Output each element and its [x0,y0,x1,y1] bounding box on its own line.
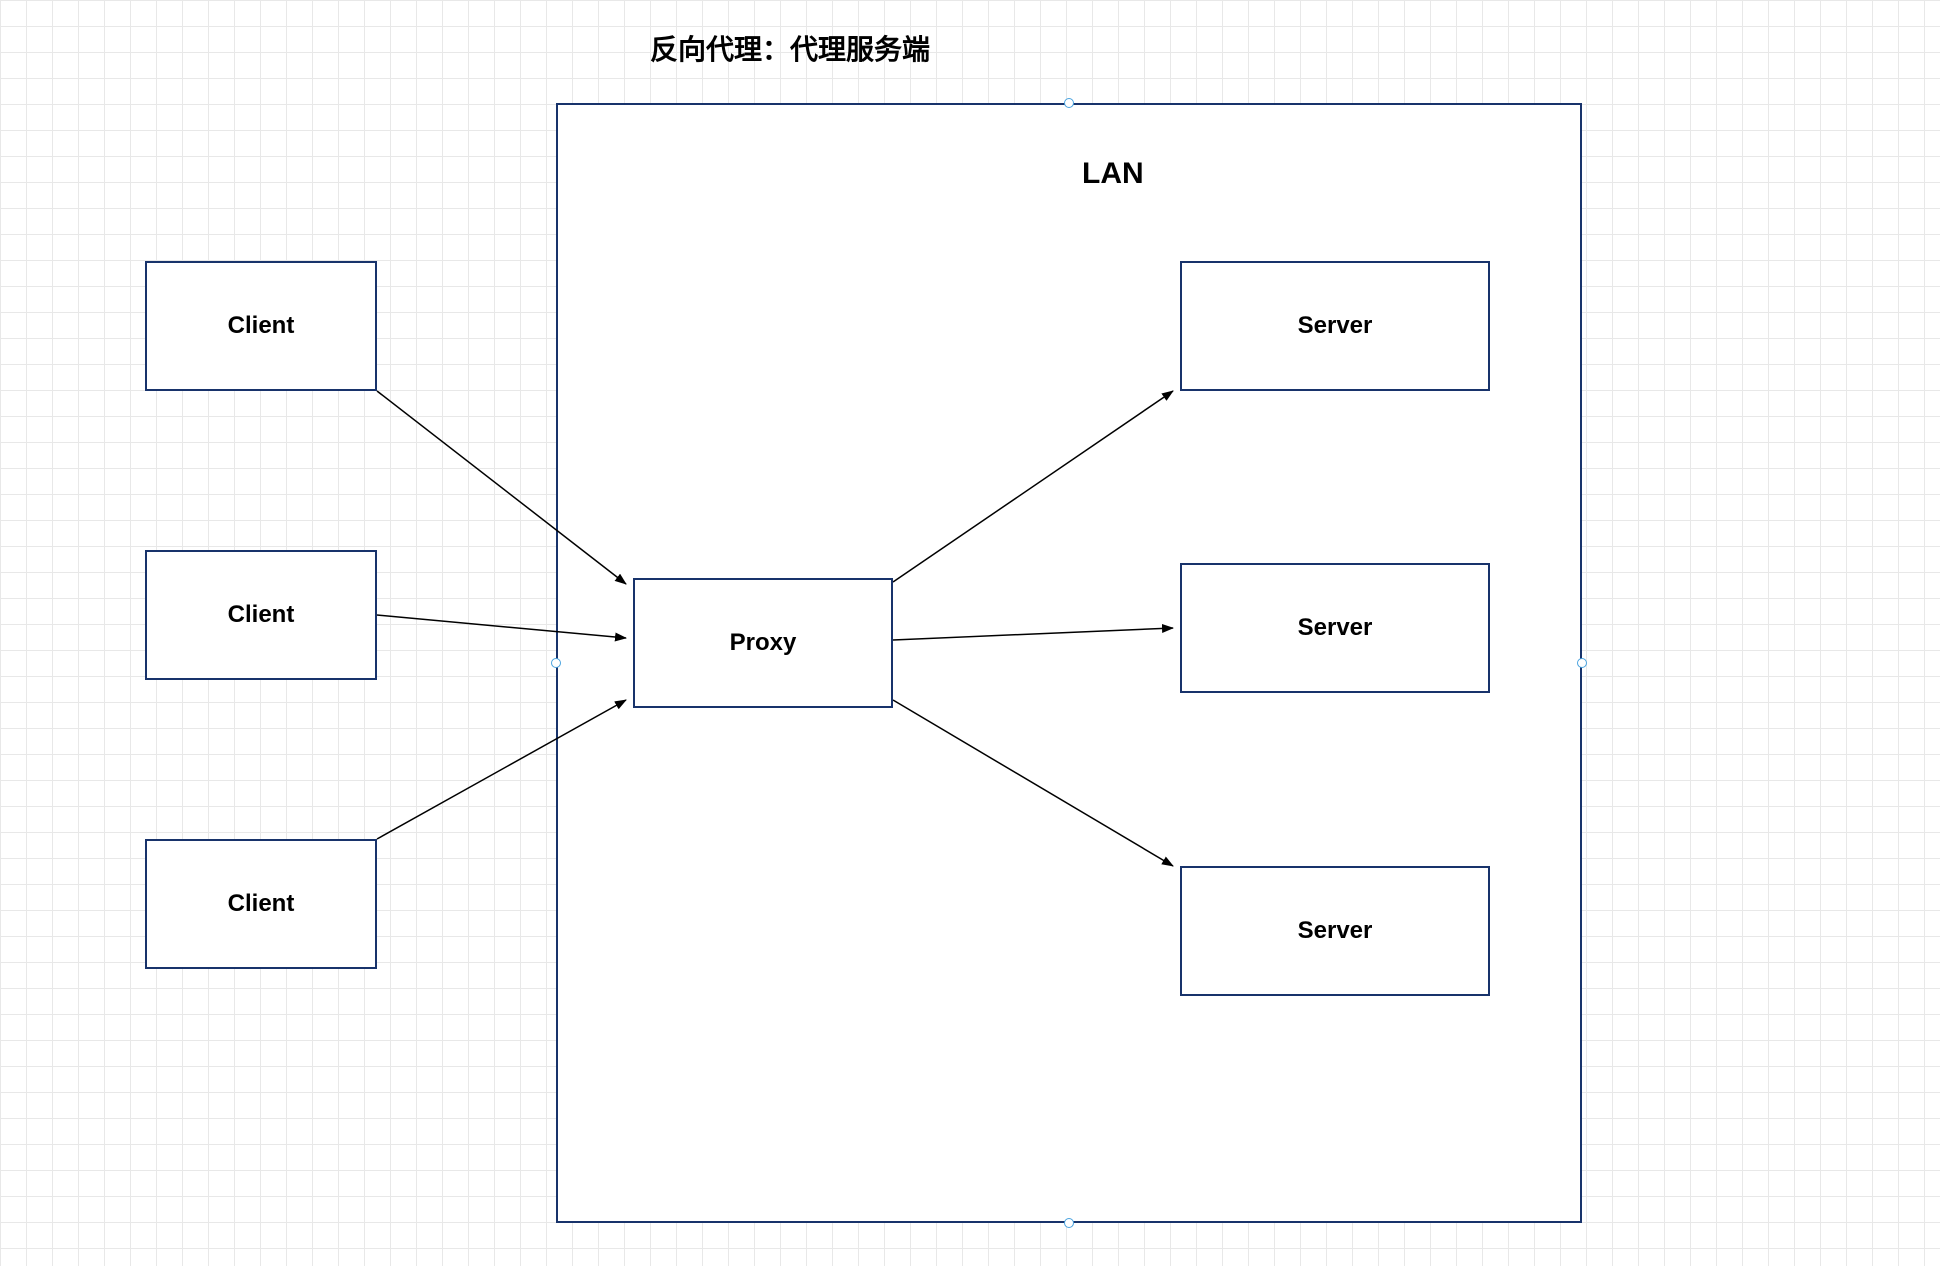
node-server3[interactable]: Server [1180,866,1490,996]
node-label: Server [1298,917,1373,945]
node-client3[interactable]: Client [145,839,377,969]
node-label: Server [1298,614,1373,642]
selection-handle[interactable] [1064,1218,1074,1228]
node-proxy[interactable]: Proxy [633,578,893,708]
diagram-canvas[interactable]: 反向代理：代理服务端 LAN Client Client Client Proxy Se… [0,0,1940,1266]
selection-handle[interactable] [1064,98,1074,108]
selection-handle[interactable] [551,658,561,668]
node-client2[interactable]: Client [145,550,377,680]
node-label: Server [1298,312,1373,340]
node-label: Proxy [730,629,797,657]
node-server1[interactable]: Server [1180,261,1490,391]
node-label: Client [228,312,295,340]
node-client1[interactable]: Client [145,261,377,391]
lan-label: LAN [1082,157,1144,191]
node-label: Client [228,601,295,629]
node-label: Client [228,890,295,918]
diagram-title: 反向代理：代理服务端 [650,28,930,68]
node-server2[interactable]: Server [1180,563,1490,693]
selection-handle[interactable] [1577,658,1587,668]
